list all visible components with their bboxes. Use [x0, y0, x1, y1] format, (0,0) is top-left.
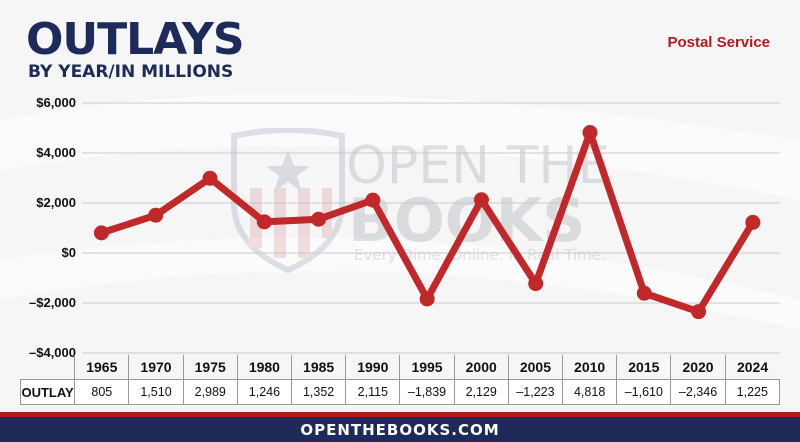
year-cell: 1995	[399, 355, 455, 380]
data-point	[256, 214, 272, 230]
outlay-cell: 1,225	[724, 379, 781, 405]
year-cell: 2005	[507, 355, 563, 380]
series-line	[97, 129, 757, 316]
data-point	[311, 211, 327, 227]
year-cell: 1970	[128, 355, 184, 380]
outlay-cell: 1,510	[128, 379, 184, 405]
data-point	[148, 207, 164, 223]
outlay-row-label: OUTLAY	[19, 379, 76, 405]
data-point	[365, 192, 381, 208]
outlay-cell: 4,818	[562, 379, 618, 405]
outlay-cell: 805	[74, 379, 130, 405]
data-point	[636, 285, 652, 301]
data-point	[473, 192, 489, 208]
outlay-cell: –2,346	[670, 379, 726, 405]
y-tick-label: –$2,000	[29, 295, 76, 310]
outlay-cell: –1,610	[616, 379, 672, 405]
data-point	[745, 214, 761, 230]
year-cell: 2024	[724, 355, 780, 380]
outlay-cell: 1,352	[291, 379, 347, 405]
outlay-cell: 1,246	[236, 379, 293, 405]
chart-subtitle: BY YEAR/IN MILLIONS	[28, 62, 234, 82]
outlay-cell: –1,839	[399, 379, 455, 405]
year-cell: 2020	[670, 355, 726, 380]
table-corner	[21, 355, 75, 380]
data-point	[202, 170, 218, 186]
outlay-cell: 2,129	[453, 379, 509, 405]
year-cell: 1990	[345, 355, 400, 380]
year-cell: 1985	[291, 355, 346, 380]
footer-link[interactable]: OPENTHEBOOKS.COM	[300, 420, 500, 439]
year-cell: 1975	[182, 355, 238, 380]
data-point	[691, 304, 707, 320]
y-tick-label: $6,000	[36, 95, 76, 110]
footer-banner: OPENTHEBOOKS.COM	[0, 412, 800, 442]
year-cell: 1980	[236, 355, 292, 380]
year-cell: 2000	[453, 355, 509, 380]
data-point	[528, 276, 544, 292]
outlay-cell: 2,989	[182, 379, 238, 405]
outlay-cell: –1,223	[507, 379, 564, 405]
data-point	[419, 291, 435, 307]
outlay-cell: 2,115	[345, 379, 401, 405]
year-row: 1965 1970 1975 1980 1985 1990 1995 2000 …	[21, 355, 780, 380]
data-point	[93, 225, 109, 241]
data-table: 1965 1970 1975 1980 1985 1990 1995 2000 …	[19, 355, 781, 405]
series-label: Postal Service	[667, 34, 770, 51]
data-point	[582, 125, 598, 141]
year-cell: 2010	[562, 355, 617, 380]
year-cell: 1965	[74, 355, 129, 380]
y-tick-label: $2,000	[36, 195, 76, 210]
y-tick-label: $0	[62, 245, 76, 260]
y-tick-label: $4,000	[36, 145, 76, 160]
outlay-row: OUTLAY 805 1,510 2,989 1,246 1,352 2,115…	[19, 379, 781, 405]
y-tick-label: –$4,000	[29, 345, 76, 360]
watermark-line1: OPEN THE	[346, 136, 611, 196]
chart-title: OUTLAYS	[26, 14, 245, 65]
year-cell: 2015	[616, 355, 671, 380]
